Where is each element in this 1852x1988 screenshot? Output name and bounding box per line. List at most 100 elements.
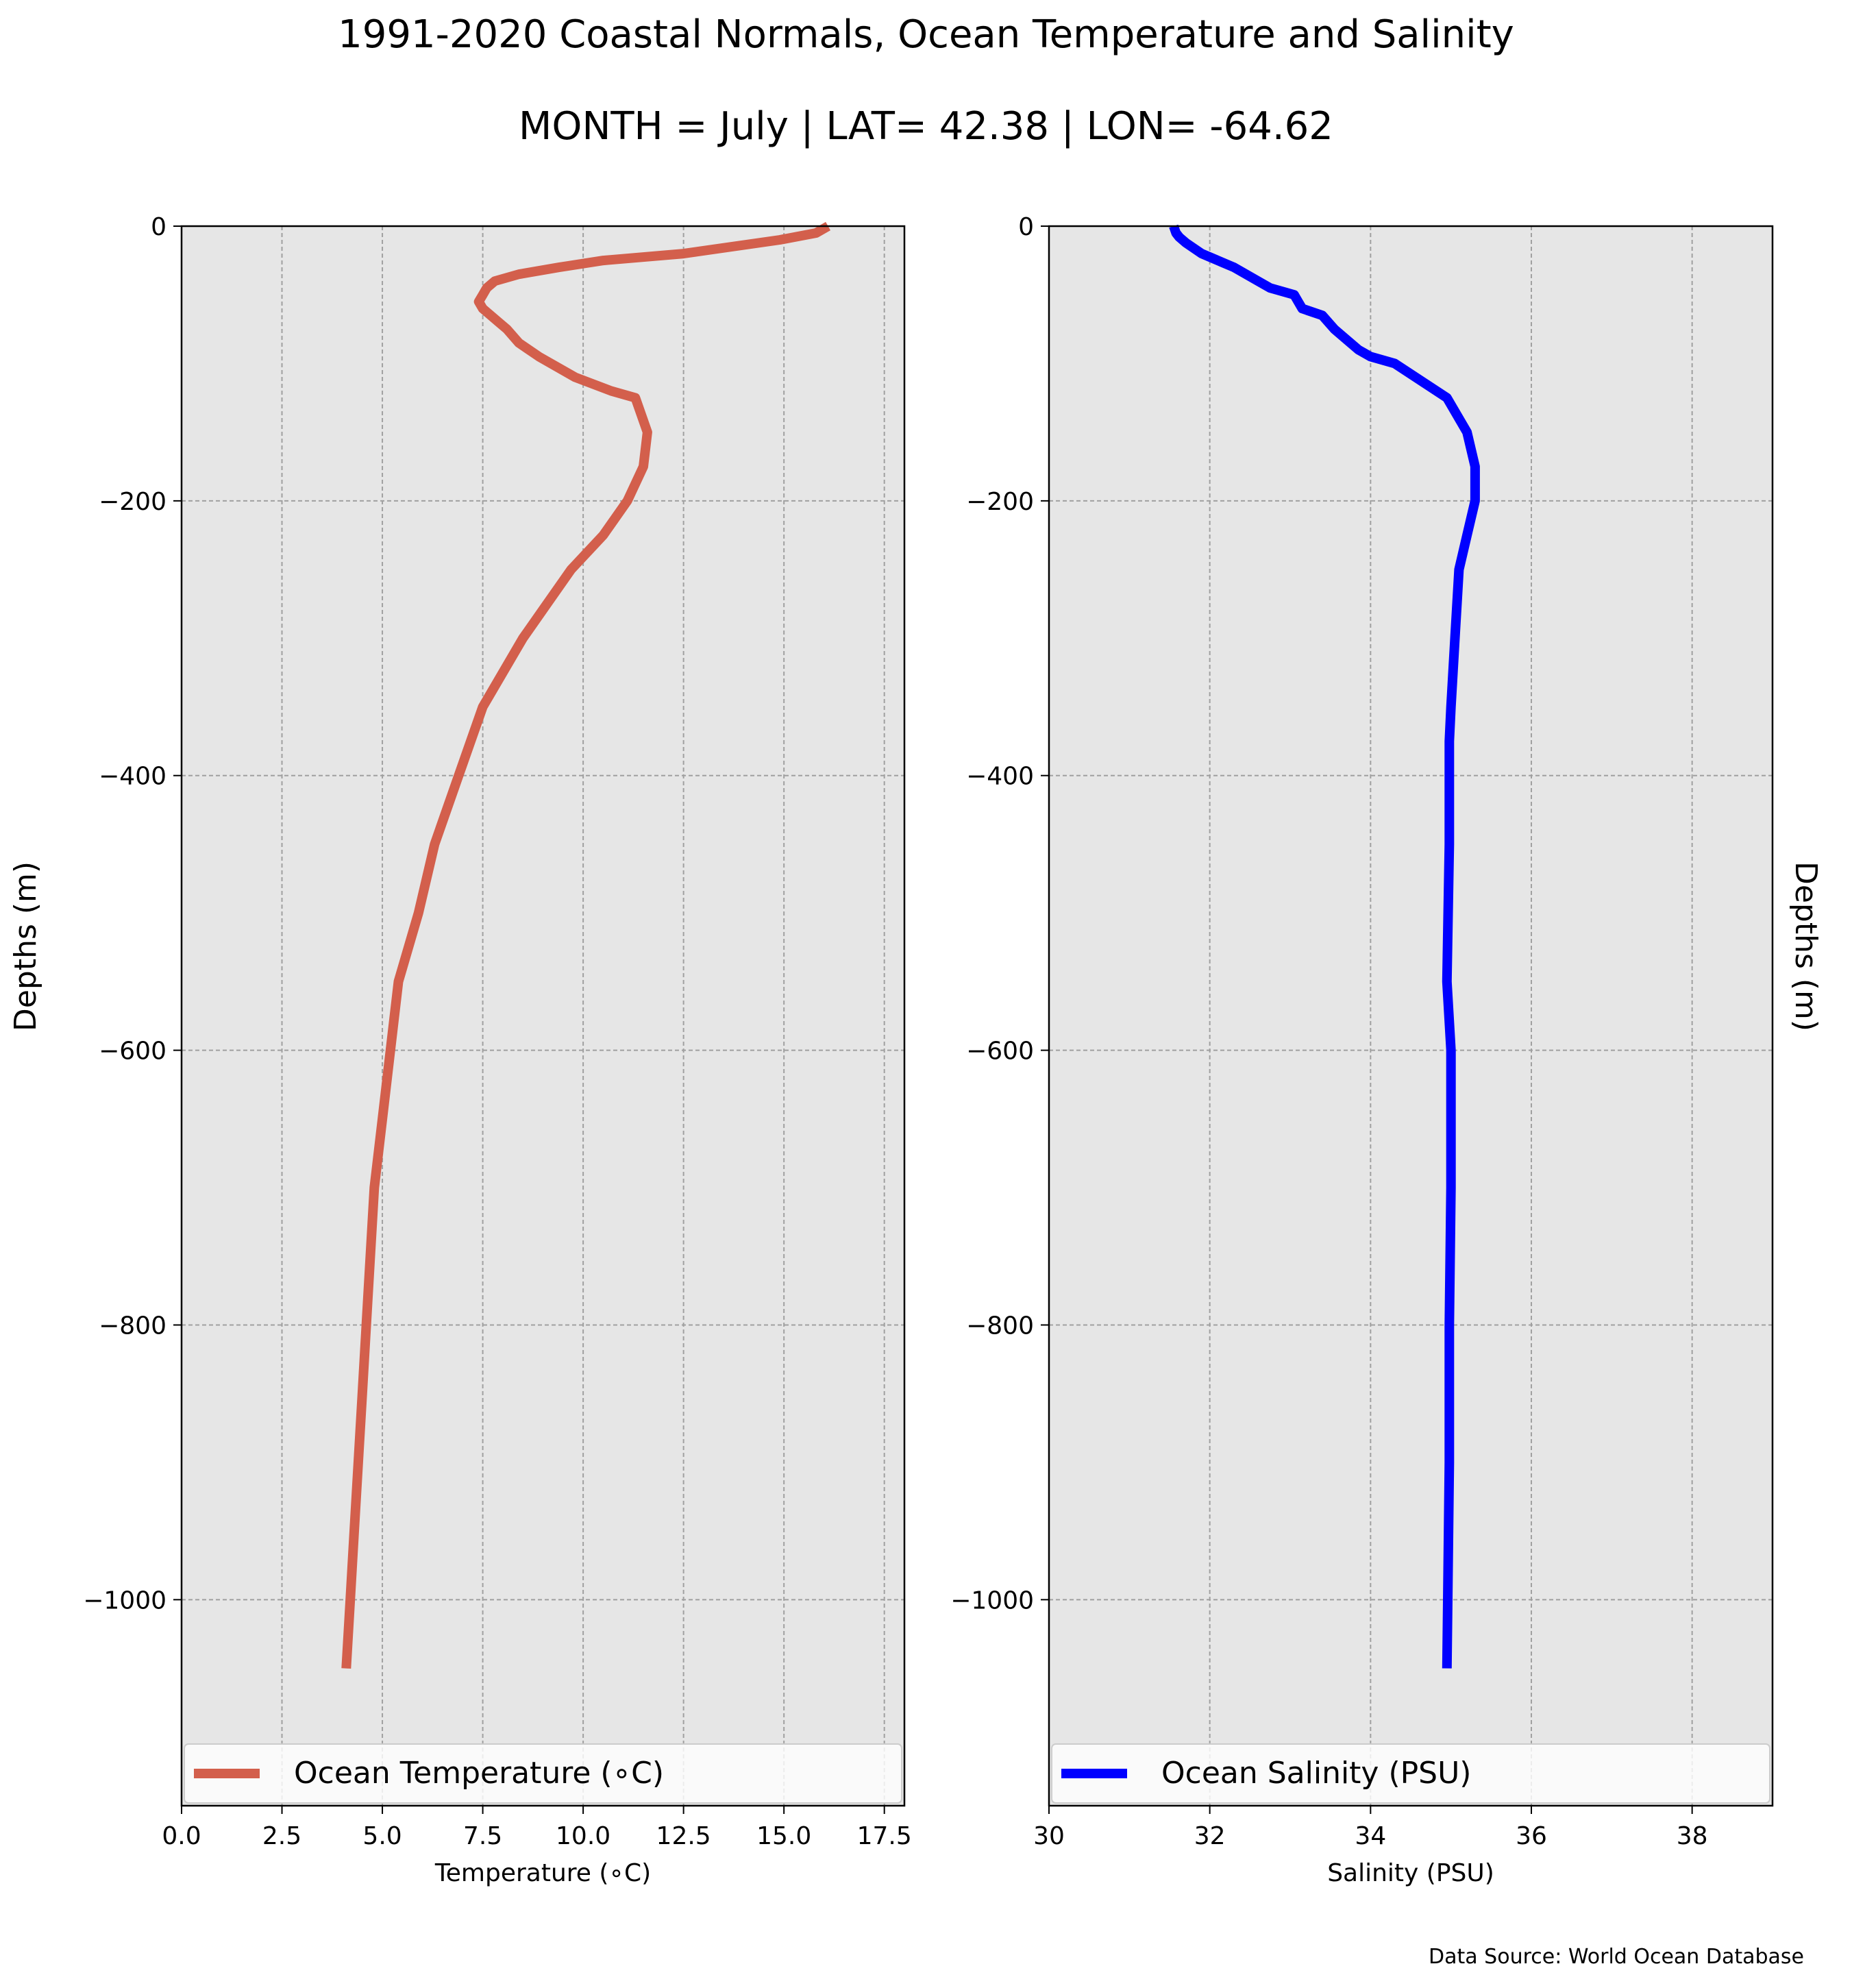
panel-2-data-point xyxy=(1448,775,1450,776)
panel-1-data-point xyxy=(610,391,612,392)
y-axis-label-right: Depths (m) xyxy=(1788,861,1823,1031)
panel-1-x-tick-label: 10.0 xyxy=(556,1822,610,1850)
panel-1-data-point xyxy=(815,232,817,234)
panel-1-y-tick-label: −1000 xyxy=(83,1586,166,1615)
panel-1-data-point xyxy=(358,1462,359,1463)
panel-2-legend-label: Ocean Salinity (PSU) xyxy=(1161,1756,1471,1791)
panel-2-data-point xyxy=(1358,349,1359,350)
panel-2-x-tick-label: 38 xyxy=(1677,1822,1708,1850)
panel-2-data-point xyxy=(1334,328,1335,330)
panel-1-data-point xyxy=(518,342,519,343)
panel-1-data-point xyxy=(470,741,471,742)
panel-2-y-tick-label: −600 xyxy=(966,1038,1034,1066)
panel-1-data-point xyxy=(647,432,648,433)
panel-2-data-point xyxy=(1270,287,1271,289)
panel-1-data-point xyxy=(490,315,491,316)
panel-2-data-point xyxy=(1201,253,1202,254)
panel-1-x-tick-label: 17.5 xyxy=(857,1822,912,1850)
panel-1-data-point xyxy=(506,328,508,330)
panel-2-data-point xyxy=(1446,1668,1448,1669)
y-axis-label-left: Depths (m) xyxy=(8,861,43,1031)
panel-1-y-tick-label: −600 xyxy=(99,1038,166,1066)
panel-2-data-point xyxy=(1446,981,1448,982)
panel-2-data-point xyxy=(1450,1187,1452,1188)
panel-1-data-point xyxy=(418,912,419,913)
panel-1-data-point xyxy=(382,1118,383,1120)
panel-2-x-tick-label: 32 xyxy=(1194,1822,1226,1850)
panel-2-x-axis-label: Salinity (PSU) xyxy=(1327,1859,1494,1887)
panel-1-data-point xyxy=(779,239,780,241)
panel-1-data-point xyxy=(482,707,484,708)
panel-2-x-tick-label: 34 xyxy=(1355,1822,1386,1850)
panel-1-data-point xyxy=(345,1668,347,1669)
panel-1-data-point xyxy=(602,260,604,261)
panel-2-y-tick-label: −200 xyxy=(966,488,1034,516)
panel-1-data-point xyxy=(390,1050,391,1051)
panel-2-data-point xyxy=(1298,301,1299,302)
panel-2-series-line xyxy=(1169,224,1480,1669)
panel-1: 0.0 2.5 5.0 7.5 10.0 12.5 15.0 17.5 0 −200 −400 −60… xyxy=(83,213,912,1887)
panel-1-data-point xyxy=(518,273,519,275)
panel-2-y-tick-label: −400 xyxy=(966,763,1034,791)
panel-1-data-point xyxy=(522,637,523,639)
panel-1-data-point xyxy=(362,1393,363,1395)
panel-2-data-point xyxy=(1448,1393,1450,1395)
panel-1-data-point xyxy=(458,775,459,776)
panel-1-data-point xyxy=(434,844,435,845)
panel-1-y-tick-label: −200 xyxy=(99,488,166,516)
panel-2-data-point xyxy=(1448,1325,1450,1326)
panel-1-plot-background xyxy=(182,226,904,1806)
panel-2-data-point xyxy=(1302,308,1303,309)
panel-2-data-point xyxy=(1233,267,1235,268)
panel-2-x-tick-label: 36 xyxy=(1516,1822,1547,1850)
panel-2-data-point xyxy=(1370,356,1371,357)
panel-1-axes-frame xyxy=(180,225,906,1807)
panel-2-data-point xyxy=(1294,294,1295,295)
panel-2-data-point xyxy=(1474,500,1476,502)
panel-2: 30 32 34 36 38 0 −200 −400 −600 −800 −1000 Ocean Sa… xyxy=(950,213,1774,1887)
panel-1-x-tick-label: 7.5 xyxy=(463,1822,502,1850)
panel-1-x-tick-label: 15.0 xyxy=(756,1822,811,1850)
chart-subtitle: MONTH = July | LAT= 42.38 | LON= -64.62 xyxy=(519,104,1333,149)
panel-1-data-point xyxy=(494,280,495,282)
panel-2-data-point xyxy=(1322,315,1323,316)
panel-1-data-point xyxy=(558,267,560,268)
panel-1-data-point xyxy=(354,1530,355,1532)
panel-1-data-point xyxy=(482,294,484,295)
panel-1-series-line xyxy=(341,221,831,1669)
panel-2-data-point xyxy=(1458,569,1459,570)
panel-1-x-axis-label: Temperature (∘C) xyxy=(434,1859,651,1887)
panel-2-y-tick-label: −800 xyxy=(966,1312,1034,1340)
panel-1-data-point xyxy=(602,535,604,536)
panel-2-data-point xyxy=(1466,432,1468,433)
panel-2-data-point xyxy=(1474,466,1476,467)
panel-1-data-point xyxy=(373,1187,375,1188)
panel-2-data-point xyxy=(1175,232,1176,234)
panel-1-y-tick-label: 0 xyxy=(151,213,166,241)
panel-1-data-point xyxy=(643,466,644,467)
chart-title: 1991-2020 Coastal Normals, Ocean Tempera… xyxy=(338,12,1514,57)
panel-2-data-point xyxy=(1350,342,1351,343)
panel-2-data-point xyxy=(1447,1599,1448,1600)
panel-1-x-tick-label: 5.0 xyxy=(362,1822,402,1850)
panel-2-data-point xyxy=(1394,363,1396,364)
panel-1-data-point xyxy=(366,1325,367,1326)
panel-1-data-point xyxy=(683,253,684,254)
panel-1-data-point xyxy=(627,500,628,502)
data-source-note: Data Source: World Ocean Database xyxy=(1429,1945,1804,1969)
panel-1-data-point xyxy=(574,377,576,378)
panel-2-data-point xyxy=(1455,637,1456,639)
panel-1-data-point xyxy=(478,301,480,302)
panel-2-data-point xyxy=(1448,1462,1450,1463)
panel-2-data-point xyxy=(1450,707,1452,708)
panel-1-y-tick-label: −400 xyxy=(99,763,166,791)
panel-2-plot-background xyxy=(1049,226,1773,1806)
panel-2-data-point xyxy=(1257,280,1259,282)
panel-1-y-tick-label: −800 xyxy=(99,1312,166,1340)
panel-2-data-point xyxy=(1446,397,1448,399)
panel-2-x-tick-label: 30 xyxy=(1033,1822,1065,1850)
panel-2-axes-frame xyxy=(1048,225,1774,1807)
panel-2-data-point xyxy=(1466,535,1468,536)
panel-2-data-point xyxy=(1448,741,1450,742)
panel-2-data-point xyxy=(1185,242,1187,243)
